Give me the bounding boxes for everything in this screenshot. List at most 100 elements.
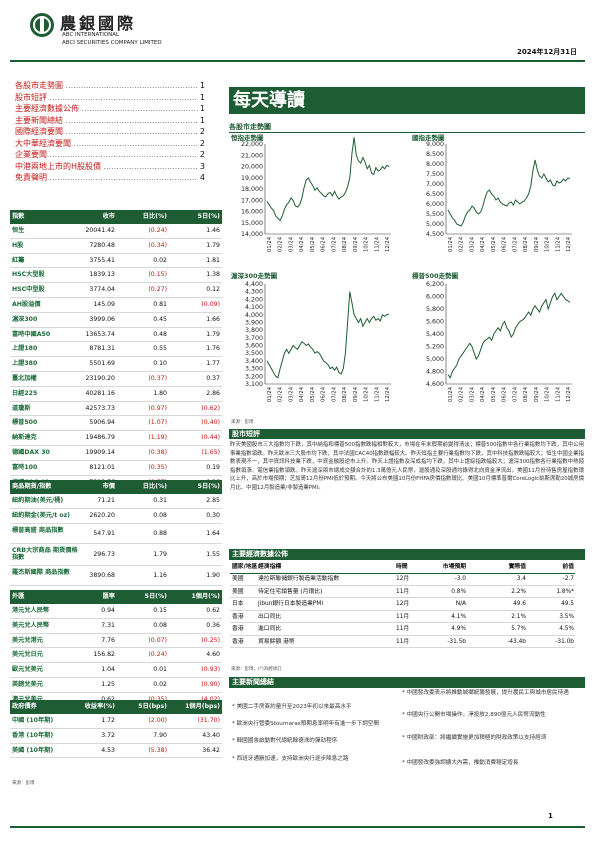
toc-item[interactable]: 主要新聞總結 .................................… (15, 114, 205, 126)
row-change-2: 1.77 (206, 360, 220, 368)
y-tick-label: 21,000 (241, 152, 263, 159)
toc-item[interactable]: 企業要聞 ...................................… (15, 149, 205, 161)
y-tick-label: 4,800 (426, 369, 444, 376)
event-cell: 5.7% (511, 626, 526, 632)
toc-item[interactable]: 中港兩地上市的H股股價 ............................… (15, 160, 205, 172)
event-cell: 待定住宅銷售量 (月環比) (258, 588, 323, 595)
row-name: 上證180 (12, 345, 38, 353)
news-item[interactable]: * 中國財政部：將繼續實施更加積極的財政政策以支持經濟 (402, 735, 572, 743)
event-cell: -3.0 (454, 576, 466, 582)
table-row: HSC中型股 3774.04 (0.27) 0.12 (10, 283, 222, 298)
row-change-2: (0.62) (201, 404, 220, 412)
event-cell: -31.5b (447, 638, 466, 645)
table-row: 歐元兌美元 1.04 0.01 (0.93) (10, 663, 222, 678)
row-value: 0.62 (101, 693, 115, 708)
news-text: 西班牙通脹加速，支持歐洲央行逐步降息之路 (236, 756, 349, 762)
news-item[interactable]: * 中國發改委表示將推動城鄉統籌發展，提升農民工與城市居民待遇 (402, 690, 572, 698)
column-header: 前值 (562, 564, 574, 570)
table-row: H股 7280.48 (0.34) 1.79 (10, 239, 222, 254)
news-item[interactable]: * 中國央行公開市場操作，淨投放2,890億元人民幣流動性 (402, 712, 572, 720)
row-value: 296.73 (93, 550, 115, 558)
toc-item[interactable]: 主要經濟數據公佈 ...............................… (15, 103, 205, 115)
event-cell: -31.0b (555, 638, 574, 645)
toc-dots: ........................................… (47, 173, 205, 182)
news-item[interactable]: * 中國發改委強調擴大內需，推動消費穩定增長 (402, 760, 572, 768)
row-name: 日經225 (12, 389, 38, 397)
events-title-bar: 主要經濟數據公佈 (229, 549, 585, 560)
row-value: 19909.14 (85, 449, 115, 456)
x-tick-label: 09/24 (534, 236, 540, 252)
event-cell: -43.4b (507, 638, 526, 645)
row-change-1: (0.24) (148, 227, 167, 234)
row-value: 7280.48 (89, 241, 115, 249)
row-change-2: 1.79 (206, 330, 220, 338)
toc-item-label: 主要經濟數據公佈 (15, 104, 79, 113)
news-item[interactable]: * 西班牙通脹加速，支持歐洲央行逐步降息之路 (232, 756, 402, 764)
row-change-2: (0.40) (201, 419, 220, 427)
x-tick-label: 02/24 (459, 236, 465, 252)
event-cell: -2.7 (562, 576, 574, 582)
row-change-2: 1.38 (206, 271, 220, 279)
row-change-1: 1.16 (153, 571, 167, 579)
x-tick-label: 05/24 (310, 236, 316, 252)
toc-dots: ........................................… (47, 150, 205, 159)
commentary-title: 股市短評 (232, 430, 260, 438)
event-cell: 11月 (396, 638, 410, 645)
x-tick-label: 08/24 (342, 386, 348, 402)
row-change-1: 0.45 (153, 315, 167, 323)
column-header: 日比(%) (142, 483, 167, 490)
row-change-2: (0.90) (201, 681, 220, 688)
column-header: 時間 (396, 564, 408, 570)
logo-emblem (30, 13, 54, 37)
toc-item[interactable]: 國際經濟要聞 .................................… (15, 126, 205, 138)
x-tick-label: 05/24 (491, 386, 497, 402)
main-title: 每天導讀 (233, 90, 305, 111)
x-tick-label: 10/24 (545, 386, 551, 402)
x-tick-label: 08/24 (523, 236, 529, 252)
row-change-1: 0.55 (153, 345, 167, 353)
commentary-title-bar: 股市短評 (229, 429, 585, 439)
news-item[interactable]: * 韓國國會啟動對代總統韓德洙的彈劾程序 (232, 738, 402, 746)
table-row: 恒生 20041.42 (0.24) 1.46 (10, 224, 222, 239)
row-value: 42573.73 (85, 404, 115, 412)
row-name: 富時100 (12, 463, 38, 471)
y-tick-label: 5,400 (426, 331, 444, 338)
series-line (447, 159, 571, 227)
news-item[interactable]: * 美國二手房簽約量升至2023年初以來最高水平 (232, 704, 402, 712)
news-item[interactable]: * 歐洲央行管委Stournaras預期息率明年有進一步下調空間 (232, 721, 402, 729)
toc-item[interactable]: 大中華經濟要聞 ................................… (15, 137, 205, 149)
row-change-1: 0.02 (153, 681, 167, 688)
y-tick-label: 5,600 (426, 319, 444, 326)
chart-title: 標普500走勢圖 (412, 271, 459, 280)
toc-item[interactable]: 免責聲明 ...................................… (15, 172, 205, 184)
x-tick-label: 02/24 (278, 386, 284, 402)
toc-item-label: 免責聲明 (15, 173, 47, 182)
toc-item[interactable]: 股市短評 ...................................… (15, 91, 205, 103)
toc-dots: ........................................… (73, 138, 205, 148)
y-tick-label: 14,000 (241, 231, 263, 238)
row-name: 美元兌人民幣 (12, 621, 50, 629)
toc-item-page: 2 (197, 137, 205, 149)
row-change-2: 0.36 (206, 621, 220, 629)
table-row: 德國DAX 30 19909.14 (0.38) (1.65) (10, 446, 222, 461)
row-value: 3999.06 (89, 315, 115, 323)
table-row: HSC大型股 1839.13 (0.15) 1.38 (10, 268, 222, 284)
row-name: 富時中國A50 (12, 330, 51, 338)
table-row: 美國 (10年期) 4.53 (5.38) 36.42 (10, 744, 222, 759)
column-header: 1個月(bps) (185, 703, 220, 710)
table-row: CRB大宗商品 期貨價格指數 296.73 1.79 1.55 (10, 544, 222, 566)
row-change-2: 0.12 (206, 286, 220, 294)
bullet-icon: * (402, 690, 407, 696)
row-change-2: 1.81 (206, 256, 220, 264)
toc-item[interactable]: 各股市走勢圖 .................................… (15, 80, 205, 92)
row-value: 20041.42 (85, 227, 115, 234)
row-change-2: 1.76 (206, 345, 220, 353)
row-name: 紐約期油(美元/桶) (12, 497, 64, 504)
table-row: 紅籌 3755.41 0.02 1.81 (10, 254, 222, 269)
x-tick-label: 12/24 (385, 386, 391, 402)
x-tick-label: 04/24 (299, 236, 305, 252)
y-tick-label: 5,200 (426, 344, 444, 351)
y-tick-label: 3,300 (245, 366, 263, 373)
column-header: 1個月(%) (191, 593, 220, 600)
row-name: 羅杰斯國際 商品指數 (12, 568, 70, 576)
